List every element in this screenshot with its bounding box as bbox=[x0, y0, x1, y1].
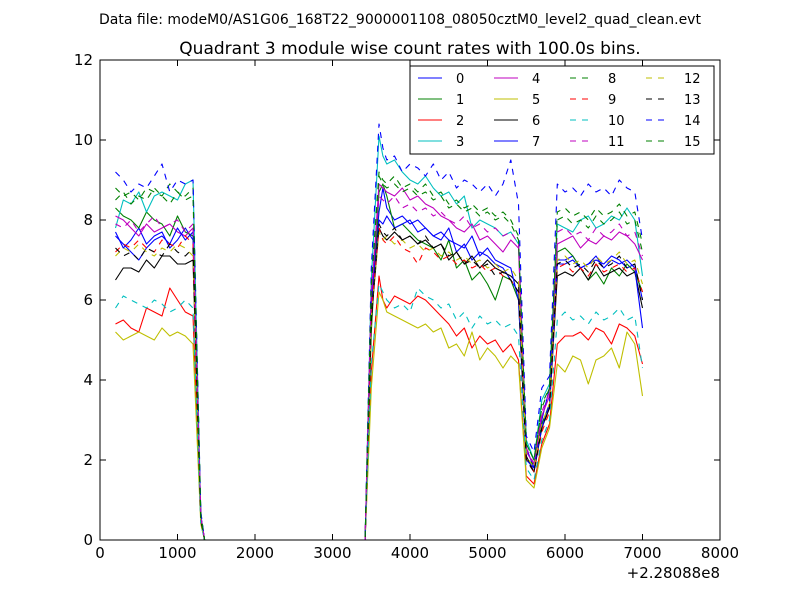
x-tick-label: 2000 bbox=[236, 544, 274, 562]
series-line-12 bbox=[115, 231, 644, 541]
legend-label-11: 11 bbox=[608, 135, 625, 150]
legend-label-1: 1 bbox=[456, 93, 464, 108]
chart-title: Quadrant 3 module wise count rates with … bbox=[179, 39, 640, 59]
series-line-1 bbox=[115, 183, 644, 541]
series-line-7 bbox=[115, 215, 644, 541]
x-tick-label: 1000 bbox=[158, 544, 196, 562]
series-line-6 bbox=[115, 227, 644, 541]
series-line-15 bbox=[115, 175, 644, 541]
legend-box bbox=[409, 65, 715, 155]
legend-label-4: 4 bbox=[532, 72, 540, 87]
series-line-3 bbox=[114, 135, 644, 541]
series-line-11 bbox=[115, 195, 644, 541]
legend-label-6: 6 bbox=[532, 114, 540, 129]
series-line-10 bbox=[115, 283, 644, 541]
legend-label-14: 14 bbox=[684, 114, 701, 129]
legend-label-8: 8 bbox=[608, 72, 616, 87]
series-line-5 bbox=[115, 291, 644, 541]
x-tick-label: 6000 bbox=[546, 544, 584, 562]
series-line-2 bbox=[115, 275, 644, 541]
legend-label-12: 12 bbox=[684, 72, 701, 87]
legend-label-13: 13 bbox=[684, 93, 701, 108]
y-tick-label: 0 bbox=[83, 531, 93, 549]
x-tick-label: 3000 bbox=[313, 544, 351, 562]
x-tick-label: 0 bbox=[95, 544, 105, 562]
legend-label-2: 2 bbox=[456, 114, 464, 129]
x-tick-label: 7000 bbox=[623, 544, 661, 562]
series-line-13 bbox=[115, 223, 644, 541]
legend-label-7: 7 bbox=[532, 135, 540, 150]
y-tick-label: 2 bbox=[83, 451, 93, 469]
legend-label-9: 9 bbox=[608, 93, 616, 108]
y-tick-label: 12 bbox=[74, 51, 93, 69]
legend-label-10: 10 bbox=[608, 114, 625, 129]
x-tick-label: 4000 bbox=[391, 544, 429, 562]
x-tick-label: 5000 bbox=[468, 544, 506, 562]
axis-ticks: 0 1000 2000 3000 4000 5000 6000 7000 80000246810… bbox=[74, 51, 739, 562]
y-tick-label: 4 bbox=[83, 371, 93, 389]
series-line-9 bbox=[115, 227, 644, 541]
y-tick-label: 8 bbox=[83, 211, 93, 229]
legend-label-0: 0 bbox=[456, 72, 464, 87]
data-file-header: Data file: modeM0/AS1G06_168T22_90000011… bbox=[99, 12, 701, 28]
legend-label-15: 15 bbox=[684, 135, 701, 150]
x-axis-offset-label: +2.28088e8 bbox=[627, 564, 720, 582]
legend-label-5: 5 bbox=[532, 93, 540, 108]
y-tick-label: 10 bbox=[74, 131, 93, 149]
series-line-4 bbox=[115, 183, 643, 541]
plot-frame bbox=[99, 59, 721, 541]
legend-label-3: 3 bbox=[456, 135, 464, 150]
series-line-8 bbox=[115, 171, 644, 541]
x-tick-label: 8000 bbox=[701, 544, 739, 562]
series-lines bbox=[114, 123, 644, 541]
y-tick-label: 6 bbox=[83, 291, 93, 309]
